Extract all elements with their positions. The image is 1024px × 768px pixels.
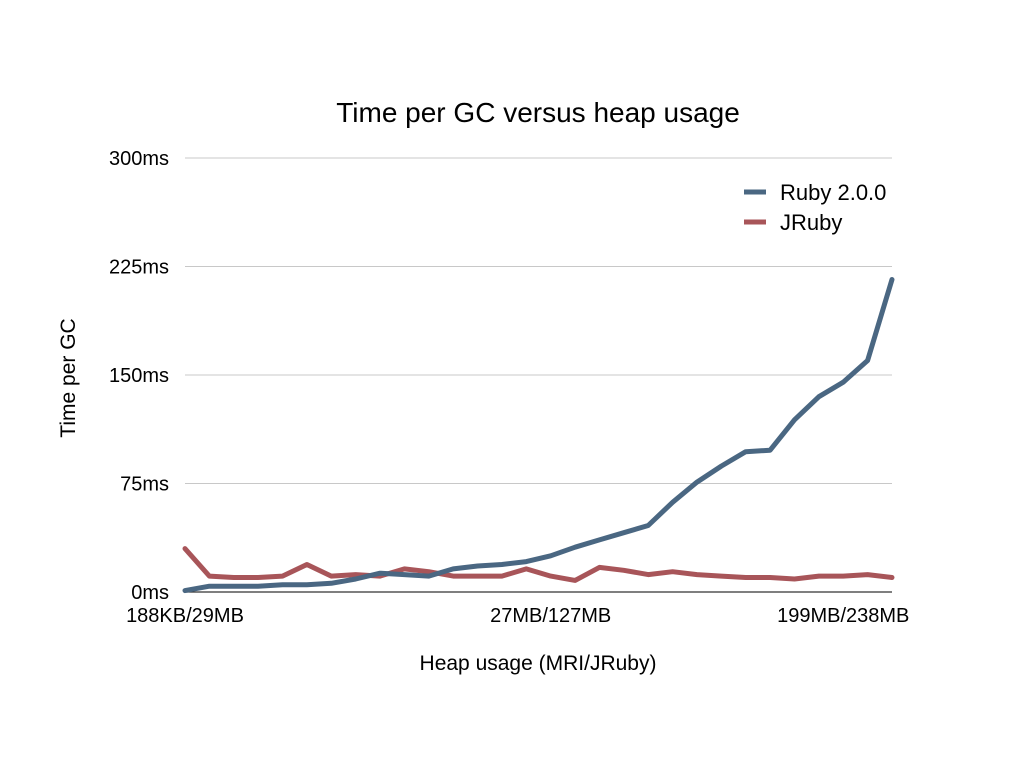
y-axis-label: Time per GC bbox=[57, 318, 80, 437]
y-tick-label: 75ms bbox=[120, 474, 169, 496]
y-axis-ticks: 0ms 75ms 150ms 225ms 300ms bbox=[109, 148, 169, 604]
x-axis-ticks: 188KB/29MB 27MB/127MB 199MB/238MB bbox=[126, 605, 909, 627]
chart-title: Time per GC versus heap usage bbox=[336, 97, 740, 128]
legend-label: JRuby bbox=[780, 210, 842, 235]
y-tick-label: 225ms bbox=[109, 257, 169, 279]
x-tick-label: 27MB/127MB bbox=[490, 605, 611, 627]
gridlines bbox=[185, 157, 892, 593]
series-lines bbox=[182, 277, 895, 594]
y-tick-label: 150ms bbox=[109, 365, 169, 387]
series-line-jruby bbox=[182, 546, 895, 583]
y-tick-label: 300ms bbox=[109, 148, 169, 170]
series-line-ruby-2-0-0 bbox=[182, 277, 895, 594]
legend-label: Ruby 2.0.0 bbox=[780, 180, 886, 205]
y-tick-label: 0ms bbox=[131, 582, 169, 604]
x-axis-label: Heap usage (MRI/JRuby) bbox=[420, 652, 657, 675]
x-tick-label: 199MB/238MB bbox=[777, 605, 909, 627]
x-tick-label: 188KB/29MB bbox=[126, 605, 244, 627]
legend: Ruby 2.0.0 JRuby bbox=[744, 180, 886, 235]
